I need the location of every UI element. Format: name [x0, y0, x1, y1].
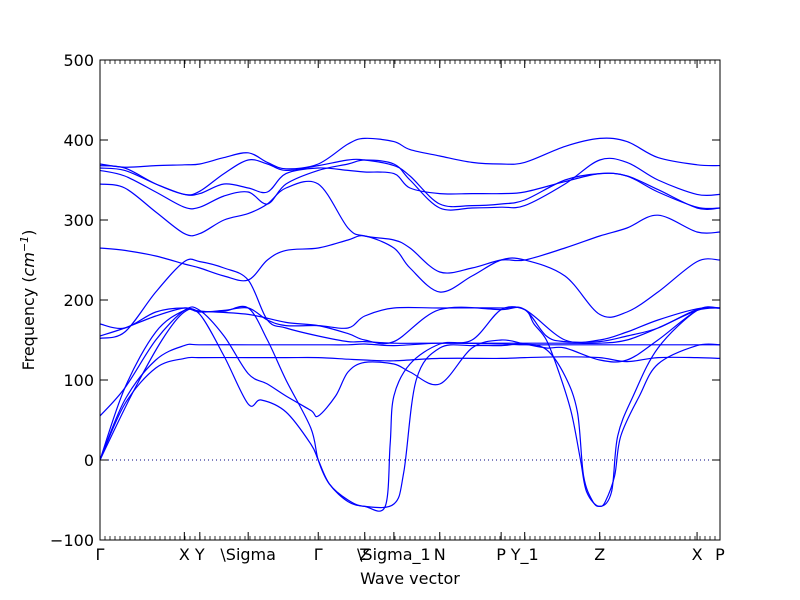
y-tick-label: 500 [63, 51, 94, 70]
y-axis-label-exponent: −1 [18, 236, 31, 252]
band-11 [99, 157, 721, 211]
x-axis-label: Wave vector [360, 569, 460, 588]
y-axis-label-unit: cm [19, 252, 38, 276]
band-13 [99, 158, 721, 210]
x-tick-label: Γ [96, 545, 105, 564]
band-8 [99, 258, 721, 345]
y-tick-label: −100 [50, 531, 94, 550]
band-14 [99, 137, 721, 170]
x-tick-label: N [434, 545, 446, 564]
x-tick-label: \Sigma_1 [357, 545, 431, 565]
x-tick-label: X [179, 545, 190, 564]
x-tick-label: Y [194, 545, 205, 564]
y-axis-label: Frequency (cm−1) [18, 230, 39, 371]
y-tick-label: 0 [84, 451, 94, 470]
y-axis-label-suffix: ) [19, 230, 38, 236]
x-tick-label: P [715, 545, 725, 564]
y-axis-label-prefix: Frequency ( [19, 276, 38, 370]
x-axis-ticks: Γ X Y \Sigma Γ Z\Sigma_1 N P Y_1 Z X P [96, 60, 725, 565]
x-tick-label: Z [594, 545, 605, 564]
y-axis-ticks: −100 0 100 200 300 400 500 [50, 51, 720, 550]
plot-frame [99, 59, 721, 541]
y-tick-label: 400 [63, 131, 94, 150]
band-9 [99, 235, 721, 318]
x-tick-label: P [496, 545, 506, 564]
band-6 [99, 306, 721, 512]
x-tick-label: Y_1 [510, 545, 539, 565]
band-7 [99, 306, 721, 343]
band-1 [99, 356, 721, 461]
x-tick-label: Γ [314, 545, 323, 564]
band-10 [99, 180, 721, 274]
band-4 [99, 306, 721, 418]
dispersion-curves [99, 137, 721, 512]
band-2 [99, 342, 720, 461]
x-tick-label: \Sigma [220, 545, 276, 564]
y-tick-label: 300 [63, 211, 94, 230]
y-tick-label: 200 [63, 291, 94, 310]
x-tick-label: Z [359, 545, 370, 564]
x-minor-ticks [99, 60, 721, 540]
x-tick-label: X [692, 545, 703, 564]
y-tick-label: 100 [63, 371, 94, 390]
band-5 [99, 305, 721, 509]
